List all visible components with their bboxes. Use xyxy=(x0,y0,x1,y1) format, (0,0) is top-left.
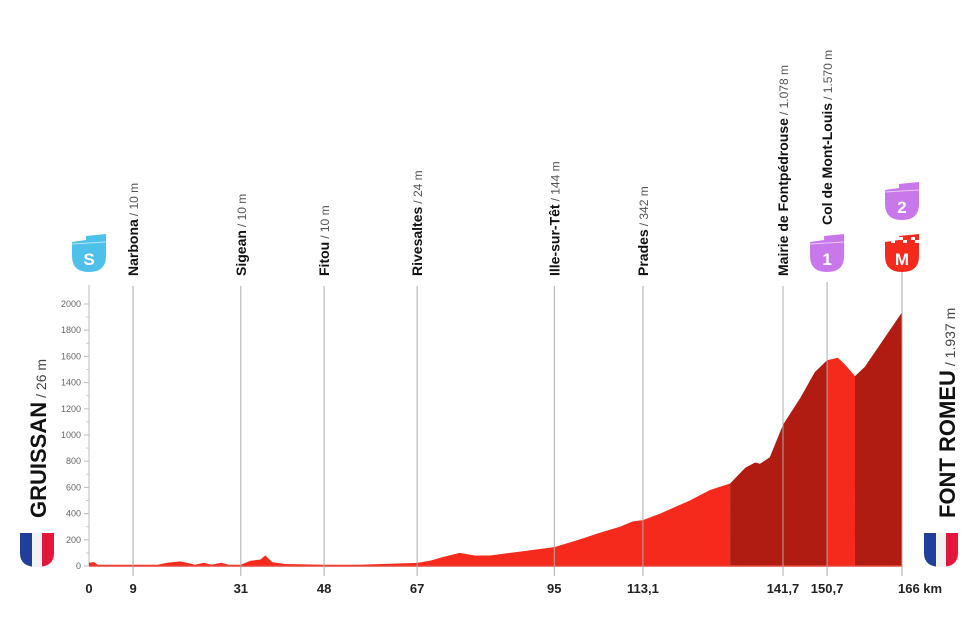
x-tick-label: 141,7 xyxy=(767,581,800,596)
start-flag-icon xyxy=(20,533,54,567)
waypoint-name: Narbona xyxy=(125,219,141,276)
y-tick-label: 1000 xyxy=(61,430,81,440)
finish-elev: / 1.937 m xyxy=(942,308,958,366)
waypoint-name: Fitou xyxy=(316,242,332,276)
y-tick-label: 1800 xyxy=(61,325,81,335)
x-axis: 0 9 31 48 67 95 113,1 141,7 150,7 166 km xyxy=(85,581,942,596)
x-tick-label: 0 xyxy=(85,581,92,596)
badge-start-icon: S xyxy=(71,234,107,272)
x-tick-label: 48 xyxy=(317,581,331,596)
x-tick-label: 95 xyxy=(547,581,561,596)
y-tick-label: 800 xyxy=(66,456,81,466)
svg-text:FONT ROMEU/ 1.937 m: FONT ROMEU / 1.937 m xyxy=(935,308,960,518)
waypoint-elevation: / 24 m xyxy=(411,170,425,203)
x-tick-label: 9 xyxy=(129,581,136,596)
y-tick-label: 400 xyxy=(66,509,81,519)
badges: S 1 2 M xyxy=(71,182,920,272)
waypoint-elevation: / 10 m xyxy=(318,205,332,238)
waypoint-elevation: / 342 m xyxy=(637,186,651,226)
badge-label: M xyxy=(895,250,909,269)
chequer-mark xyxy=(887,237,891,240)
waypoint-label: Sigean / 10 m xyxy=(233,194,249,276)
chequer-mark xyxy=(891,240,895,243)
waypoint-lines xyxy=(132,270,903,576)
waypoint-label: Fitou / 10 m xyxy=(316,205,332,276)
waypoint-name: Sigean xyxy=(233,230,249,276)
waypoint-name: Rivesaltes xyxy=(409,207,425,276)
waypoint-elevation: / 10 m xyxy=(127,183,141,216)
waypoint-label: Rivesaltes / 24 m xyxy=(409,170,425,276)
profile-segment xyxy=(730,360,828,566)
waypoint-name: Mairie de Fontpédrouse xyxy=(775,118,791,276)
badge-stripe xyxy=(810,241,845,245)
finish-label: FONT ROMEU / 1.937 m xyxy=(935,308,960,518)
waypoint-label: Mairie de Fontpédrouse / 1.078 m xyxy=(775,65,791,276)
x-tick-label: 150,7 xyxy=(811,581,844,596)
profile-segment xyxy=(854,312,902,566)
y-axis: 0 200 400 600 800 1000 1200 1400 1600 1800 2000 xyxy=(61,285,90,571)
y-tick-label: 600 xyxy=(66,482,81,492)
waypoint-label: Col de Mont-Louis / 1.570 m xyxy=(819,50,835,225)
chequer-mark xyxy=(911,237,915,240)
finish-flag-icon xyxy=(924,533,958,567)
waypoint-elevation: / 10 m xyxy=(235,194,249,227)
chequer-mark xyxy=(915,240,919,243)
waypoint-name: Ille-sur-Têt xyxy=(546,204,562,276)
y-tick-label: 200 xyxy=(66,535,81,545)
svg-text:GRUISSAN/ 26 m: GRUISSAN / 26 m xyxy=(26,359,51,518)
start-elev: / 26 m xyxy=(33,359,49,398)
badge-label: 1 xyxy=(822,250,831,269)
waypoint-label: Narbona / 10 m xyxy=(125,183,141,276)
badge-stripe xyxy=(884,189,920,193)
y-tick-label: 0 xyxy=(76,561,81,571)
waypoint-labels: Narbona / 10 m Sigean / 10 m Fitou / 10 m Rive… xyxy=(125,50,835,276)
badge-finish-summit-icon: M xyxy=(885,234,919,272)
waypoint-label: Ille-sur-Têt / 144 m xyxy=(546,161,562,276)
x-tick-label: 31 xyxy=(234,581,248,596)
badge-label: S xyxy=(83,250,94,269)
elevation-profile xyxy=(89,312,902,567)
start-name: GRUISSAN xyxy=(26,402,51,518)
waypoint-name: Col de Mont-Louis xyxy=(819,103,835,225)
profile-segment xyxy=(89,483,731,566)
x-tick-label: 113,1 xyxy=(627,581,659,596)
chequer-mark xyxy=(899,237,903,240)
badge-climb-cat-1-icon: 1 xyxy=(810,234,845,272)
y-tick-label: 2000 xyxy=(61,299,81,309)
y-tick-label: 1200 xyxy=(61,404,81,414)
x-tick-label: 166 km xyxy=(898,581,942,596)
y-tick-label: 1600 xyxy=(61,351,81,361)
y-tick-label: 1400 xyxy=(61,378,81,388)
badge-stripe xyxy=(71,241,107,245)
waypoint-elevation: / 1.570 m xyxy=(821,50,835,100)
badge-shape xyxy=(885,234,919,272)
profile-segment xyxy=(827,357,855,566)
chequer-mark xyxy=(903,240,907,243)
finish-name: FONT ROMEU xyxy=(935,370,960,518)
waypoint-label: Prades / 342 m xyxy=(635,186,651,276)
waypoint-elevation: / 144 m xyxy=(548,161,562,201)
waypoint-name: Prades xyxy=(635,229,651,276)
x-tick-label: 67 xyxy=(410,581,424,596)
badge-label: 2 xyxy=(897,198,906,217)
start-label: GRUISSAN / 26 m xyxy=(26,359,51,518)
badge-climb-cat-2-icon: 2 xyxy=(884,182,920,220)
waypoint-elevation: / 1.078 m xyxy=(777,65,791,115)
